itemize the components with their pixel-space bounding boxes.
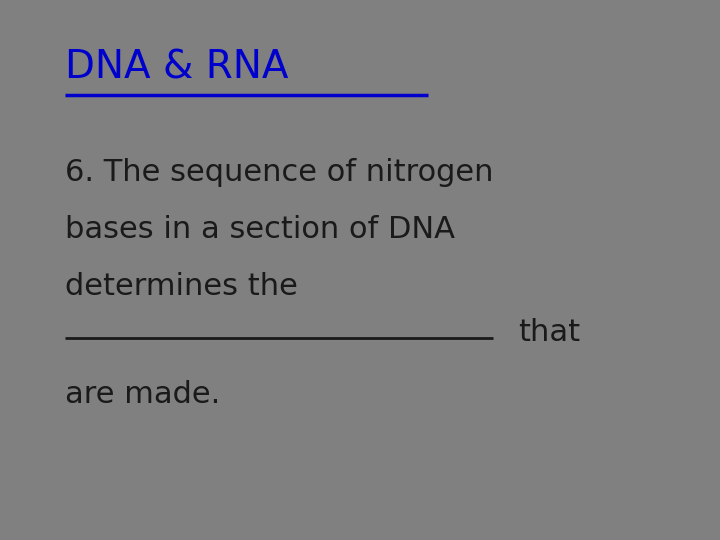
Text: DNA & RNA: DNA & RNA bbox=[65, 49, 288, 86]
Text: that: that bbox=[518, 318, 580, 347]
Text: 6. The sequence of nitrogen: 6. The sequence of nitrogen bbox=[65, 158, 493, 187]
Text: bases in a section of DNA: bases in a section of DNA bbox=[65, 215, 455, 244]
Text: are made.: are made. bbox=[65, 380, 220, 409]
Text: determines the: determines the bbox=[65, 272, 297, 301]
